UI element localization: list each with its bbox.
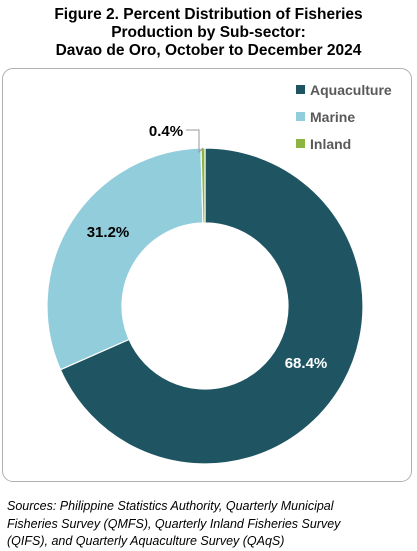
source-line-1: Sources: Philippine Statistics Authority…	[7, 499, 334, 513]
legend-label-marine: Marine	[310, 109, 355, 125]
legend-swatch-aquaculture	[296, 85, 305, 94]
data-label-inland: 0.4%	[149, 123, 183, 140]
legend-swatch-marine	[296, 112, 305, 121]
legend-label-inland: Inland	[310, 136, 351, 152]
title-line-3: Davao de Oro, October to December 2024	[55, 42, 362, 59]
source-note: Sources: Philippine Statistics Authority…	[7, 498, 412, 551]
data-label-marine: 31.2%	[87, 224, 130, 241]
title-line-2: Production by Sub-sector:	[111, 24, 306, 41]
source-line-3: (QIFS), and Quarterly Aquaculture Survey…	[7, 534, 285, 548]
legend-swatch-inland	[296, 139, 305, 148]
legend-label-aquaculture: Aquaculture	[310, 82, 392, 98]
data-label-aquaculture: 68.4%	[285, 355, 328, 372]
leader-line-inland	[186, 129, 204, 154]
source-line-2: Fisheries Survey (QMFS), Quarterly Inlan…	[7, 516, 341, 531]
chart-title: Figure 2. Percent Distribution of Fisher…	[0, 6, 417, 60]
slice-marine	[46, 147, 204, 371]
slice-aquaculture	[59, 147, 364, 465]
title-line-1: Figure 2. Percent Distribution of Fisher…	[54, 6, 363, 23]
